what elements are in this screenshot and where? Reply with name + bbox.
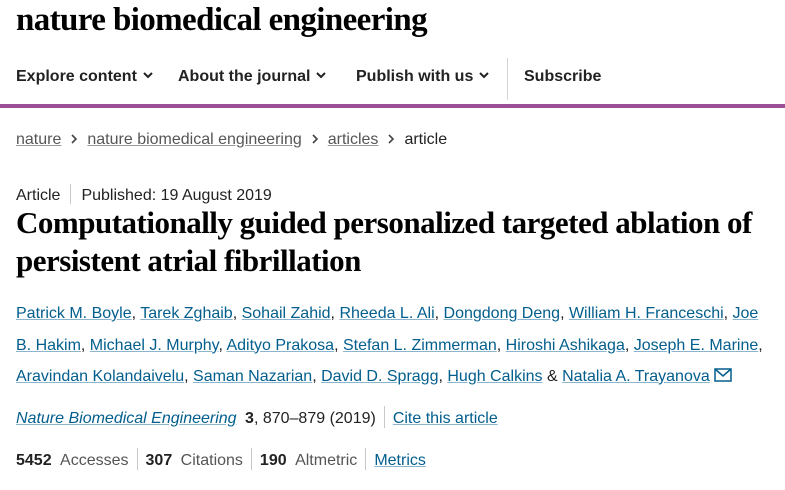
author-link[interactable]: Hiroshi Ashikaga: [505, 336, 625, 354]
author-link[interactable]: Michael J. Murphy: [89, 336, 219, 354]
author-link[interactable]: Dongdong Deng: [443, 305, 561, 322]
nav-publish-with-us[interactable]: Publish with us: [356, 54, 491, 100]
article-title: Computationally guided personalized targ…: [16, 205, 752, 278]
author-link[interactable]: Tarek Zghaib: [140, 305, 233, 322]
journal-name: Nature Biomedical Engineering: [16, 410, 237, 427]
author-link[interactable]: Hugh Calkins: [447, 368, 543, 385]
nav-explore-content-label: Explore content: [16, 68, 137, 85]
nav-divider: [507, 58, 508, 100]
volume-number: 3: [245, 410, 254, 427]
chevron-down-icon: [316, 72, 327, 79]
chevron-right-icon: [312, 134, 318, 144]
author-link[interactable]: Natalia A. Trayanova: [562, 368, 710, 385]
author-connector: &: [546, 368, 558, 385]
chevron-right-icon: [388, 134, 395, 144]
masthead: nature biomedical engineering: [0, 0, 785, 44]
nav-about-journal[interactable]: About the journal: [178, 54, 328, 100]
author-list: Patrick M. Boyle, Tarek Zghaib, Sohail Z…: [16, 305, 763, 385]
author-link[interactable]: Rheeda L. Ali: [339, 305, 435, 322]
site-logo[interactable]: nature biomedical engineering: [16, 2, 428, 38]
article-meta: Article Published: 19 August 2019: [16, 184, 272, 206]
chevron-down-icon: [143, 72, 153, 79]
nav-explore-content[interactable]: Explore content: [16, 54, 155, 100]
meta-divider: [70, 184, 72, 205]
breadcrumb-nature[interactable]: nature: [16, 131, 62, 148]
pages-year: , 870–879 (2019): [253, 410, 376, 427]
metrics-link[interactable]: Metrics: [374, 452, 426, 469]
author-link[interactable]: Joseph E. Marine: [633, 336, 759, 354]
author-link[interactable]: David D. Spragg: [321, 368, 439, 385]
metrics-divider: [136, 448, 138, 471]
metrics-divider: [365, 448, 367, 471]
author-link[interactable]: William H. Franceschi: [568, 305, 724, 322]
metrics-divider: [250, 448, 252, 471]
author-link[interactable]: Saman Nazarian: [193, 368, 313, 385]
nav-about-journal-label: About the journal: [178, 68, 311, 85]
journal-link[interactable]: Nature Biomedical Engineering: [16, 410, 237, 427]
citation-line: Nature Biomedical Engineering 3, 870–879…: [16, 406, 498, 430]
chevron-right-icon: [71, 134, 78, 144]
published-date: Published: 19 August 2019: [81, 187, 272, 204]
cite-this-article-link[interactable]: Cite this article: [392, 410, 498, 427]
author-link[interactable]: Patrick M. Boyle: [16, 305, 132, 322]
author-link[interactable]: Adityo Prakosa: [226, 336, 335, 354]
cite-divider: [383, 406, 385, 429]
breadcrumb-current: article: [404, 131, 448, 148]
author-link[interactable]: Sohail Zahid: [241, 305, 331, 322]
breadcrumb-journal[interactable]: nature biomedical engineering: [87, 131, 302, 148]
author-link[interactable]: Stefan L. Zimmerman: [342, 336, 497, 354]
accesses-label: Accesses: [60, 452, 129, 469]
author-link[interactable]: Joe B. Hakim: [16, 305, 759, 354]
main-nav: Explore content About the journal Publis…: [0, 54, 785, 108]
altmetric-label: Altmetric: [295, 452, 358, 469]
article-metrics: 5452 Accesses 307 Citations 190 Altmetric M…: [16, 448, 426, 472]
article-type: Article: [16, 187, 61, 204]
email-icon[interactable]: [713, 368, 732, 382]
breadcrumb: nature nature biomedical engineering artic…: [16, 130, 447, 150]
citations-label: Citations: [180, 452, 243, 469]
chevron-down-icon: [479, 72, 490, 79]
breadcrumb-articles[interactable]: articles: [327, 131, 379, 148]
nav-subscribe[interactable]: Subscribe: [524, 68, 602, 85]
author-link[interactable]: Aravindan Kolandaivelu: [16, 368, 185, 385]
nav-publish-with-us-label: Publish with us: [356, 68, 474, 85]
accesses-count: 5452: [16, 452, 52, 469]
citations-count: 307: [145, 452, 173, 469]
altmetric-count: 190: [259, 452, 287, 469]
